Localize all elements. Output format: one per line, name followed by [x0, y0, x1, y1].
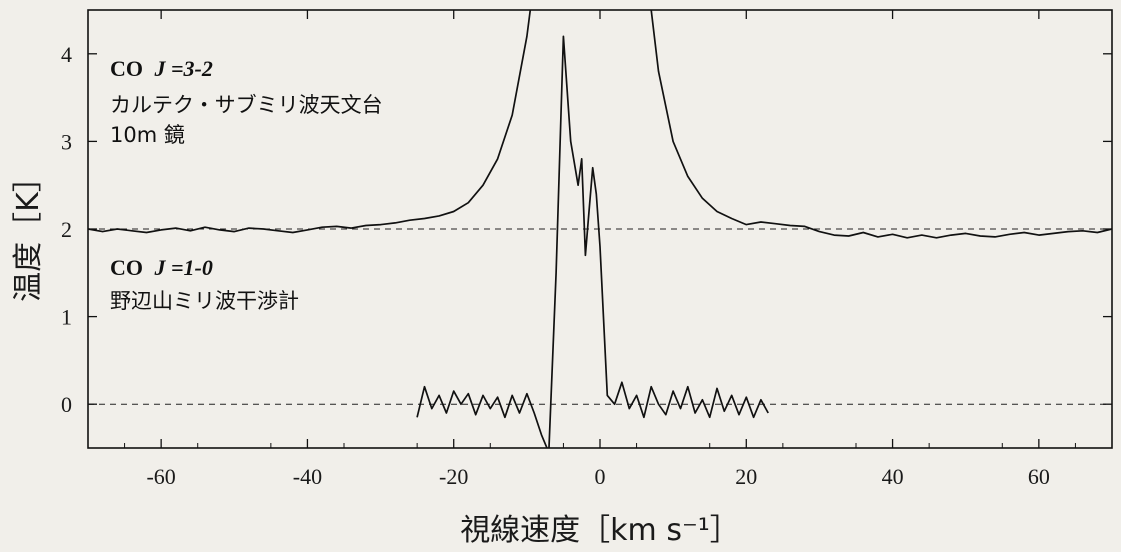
x-axis-title: 視線速度［km s⁻¹］ [460, 513, 740, 548]
x-tick-label: 60 [1028, 464, 1050, 489]
co10-molecule: CO [110, 255, 143, 280]
co10-transition: J =1-0 [154, 255, 213, 280]
y-tick-labels: 0 1 2 3 4 [61, 42, 72, 417]
co32-molecule: CO [110, 56, 143, 81]
x-tick-label: -20 [439, 464, 468, 489]
annotation-co32: CO J =3-2 カルテク・サブミリ波天文台 10m 鏡 [110, 56, 383, 147]
x-tick-label: 20 [735, 464, 757, 489]
y-tick-label: 2 [61, 217, 72, 242]
series-group [88, 10, 1112, 448]
y-axis-title: 温度［K］ [11, 162, 46, 302]
co32-dish: 10m 鏡 [110, 123, 185, 147]
x-tick-labels: -60 -40 -20 0 20 40 60 [146, 464, 1049, 489]
y-tick-label: 1 [61, 305, 72, 330]
y-tick-label: 0 [61, 392, 72, 417]
y-tick-label: 3 [61, 129, 72, 154]
co32-telescope: カルテク・サブミリ波天文台 [110, 93, 383, 117]
series-line-1 [88, 10, 1112, 239]
co32-transition: J =3-2 [154, 56, 213, 81]
annotation-co10: CO J =1-0 野辺山ミリ波干渉計 [110, 255, 299, 313]
y-tick-label: 4 [61, 42, 72, 67]
axis-ticks [88, 10, 1112, 448]
svg-text:CO J =1-0: CO J =1-0 [110, 255, 213, 280]
x-tick-label: 40 [882, 464, 904, 489]
co10-telescope: 野辺山ミリ波干渉計 [110, 289, 299, 313]
x-tick-label: -40 [293, 464, 322, 489]
series-line-2 [416, 35, 769, 448]
x-tick-label: -60 [146, 464, 175, 489]
svg-text:CO J =3-2: CO J =3-2 [110, 56, 213, 81]
x-tick-label: 0 [595, 464, 606, 489]
